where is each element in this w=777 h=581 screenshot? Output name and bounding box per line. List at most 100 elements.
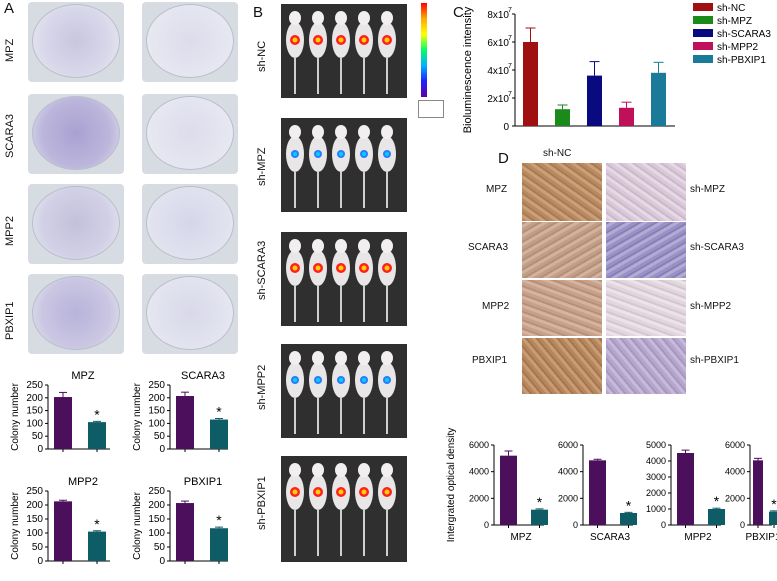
y-tick-label: 0 — [661, 520, 666, 530]
colony-plate-control — [28, 184, 124, 264]
y-tick-label: 4000 — [646, 456, 666, 466]
luminescence-core — [385, 378, 389, 382]
y-tick-label: 0 — [159, 556, 165, 567]
ihc-image-knockdown — [606, 280, 686, 336]
ihc-left-label: PBXIP1 — [472, 355, 508, 366]
bar-knockdown — [620, 513, 637, 525]
y-tick-label: 200 — [26, 393, 43, 404]
bar-control — [753, 460, 763, 525]
mouse-head — [289, 463, 301, 477]
significance-marker: * — [94, 406, 100, 422]
ihc-right-label: sh-PBXIP1 — [690, 355, 739, 366]
bar-control — [176, 503, 194, 561]
mouse-head — [381, 11, 393, 25]
legend-label: sh-MPZ — [717, 16, 752, 27]
bar — [555, 109, 570, 126]
mouse-head — [312, 125, 324, 139]
y-tick-label: 0 — [159, 444, 165, 455]
mouse-head — [289, 11, 301, 25]
ihc-left-label: SCARA3 — [468, 242, 509, 253]
luminescence-core — [292, 489, 298, 495]
x-axis-label: SCARA3 — [590, 532, 630, 543]
y-axis-label: Colony number — [132, 491, 143, 559]
bar — [651, 72, 666, 126]
y-tick-label: 250 — [148, 380, 165, 391]
legend-swatch — [693, 55, 713, 63]
legend-swatch — [693, 29, 713, 37]
chart-title: PBXIP1 — [184, 476, 223, 488]
y-tick-label: 2000 — [725, 493, 745, 503]
y-axis-label: Colony number — [10, 491, 21, 559]
y-tick-label: 0 — [740, 520, 745, 530]
bar-knockdown — [769, 511, 777, 525]
luminescence-core — [339, 152, 343, 156]
y-axis-label: Colony number — [132, 382, 143, 450]
legend-swatch — [693, 3, 713, 11]
mouse-row-label: sh-MPP2 — [256, 364, 268, 410]
mouse-head — [335, 11, 347, 25]
bar-control — [176, 396, 194, 449]
luminescence-core — [338, 265, 344, 271]
mouse-row-label: sh-SCARA3 — [256, 240, 268, 300]
y-tick-exponent: 7 — [508, 91, 512, 98]
legend-label: sh-NC — [717, 3, 745, 14]
colony-plate-knockdown — [142, 2, 238, 82]
y-tick-label: 2x10 — [487, 94, 509, 105]
y-tick-label: 100 — [148, 418, 165, 429]
mouse-head — [381, 125, 393, 139]
ihc-left-label: MPP2 — [482, 301, 510, 312]
bar-control — [500, 455, 517, 525]
mouse-head — [381, 351, 393, 365]
luminescence-colorbar — [421, 3, 427, 97]
luminescence-core — [385, 152, 389, 156]
mouse-head — [289, 239, 301, 253]
bar-control — [677, 453, 694, 525]
significance-marker: * — [771, 496, 777, 512]
ihc-image-control — [522, 163, 602, 221]
y-tick-label: 100 — [26, 418, 43, 429]
colony-row-label: SCARA3 — [4, 113, 16, 158]
ihc-right-label: sh-MPP2 — [690, 301, 732, 312]
significance-marker: * — [216, 404, 222, 420]
y-tick-label: 5000 — [646, 440, 666, 450]
y-tick-label: 4000 — [558, 467, 578, 477]
mouse-head — [335, 239, 347, 253]
y-tick-label: 200 — [26, 500, 43, 511]
y-tick-label: 250 — [26, 380, 43, 391]
significance-marker: * — [216, 512, 222, 528]
legend-label: sh-PBXIP1 — [717, 55, 766, 66]
y-tick-label: 50 — [154, 431, 166, 442]
bar — [619, 107, 634, 126]
colony-plate-control — [28, 274, 124, 354]
y-tick-label: 8x10 — [487, 10, 509, 21]
ihc-header: sh-NC — [543, 148, 572, 159]
legend-label: sh-MPP2 — [717, 42, 759, 53]
y-axis-label: Intergrated optical density — [446, 428, 457, 543]
y-tick-exponent: 7 — [508, 63, 512, 70]
panel-label-c: C — [453, 4, 464, 21]
luminescence-core — [338, 37, 344, 43]
bar-knockdown — [210, 528, 228, 561]
y-tick-label: 2000 — [558, 493, 578, 503]
x-axis-label: MPP2 — [684, 532, 712, 543]
colony-plate-knockdown — [142, 94, 238, 174]
chart-title: MPP2 — [68, 476, 98, 488]
colony-plate-control — [28, 2, 124, 82]
y-tick-label: 0 — [503, 122, 509, 133]
ihc-image-control — [522, 280, 602, 336]
significance-marker: * — [94, 516, 100, 532]
y-tick-label: 150 — [148, 406, 165, 417]
chart-title: SCARA3 — [181, 370, 225, 382]
panel-label-b: B — [253, 4, 264, 21]
mouse-head — [358, 125, 370, 139]
luminescence-core — [316, 152, 320, 156]
mouse-row-label: sh-MPZ — [256, 147, 268, 187]
luminescence-core — [362, 378, 366, 382]
y-tick-label: 6000 — [558, 440, 578, 450]
y-tick-label: 4000 — [469, 467, 489, 477]
luminescence-core — [292, 37, 298, 43]
mouse-head — [312, 463, 324, 477]
mouse-panels — [281, 4, 407, 562]
mouse-head — [289, 351, 301, 365]
y-tick-label: 200 — [148, 393, 165, 404]
